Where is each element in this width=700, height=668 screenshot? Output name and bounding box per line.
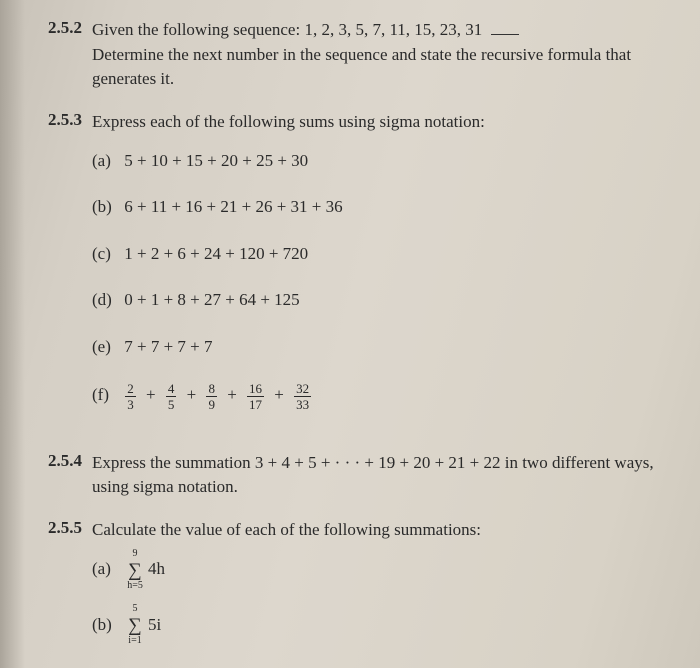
intro-text: Calculate the value of each of the follo…: [92, 520, 481, 539]
sub-list: (a) ∑9h=5 4h (b) ∑5i=1 5i: [92, 557, 670, 640]
plus-sign: +: [187, 385, 197, 404]
sub-item-a: (a) ∑9h=5 4h: [92, 557, 670, 585]
problem-body: Express the summation 3 + 4 + 5 + · · · …: [92, 451, 670, 500]
sub-item-f: (f) 23 + 45 + 89 + 1617 + 3233: [92, 382, 670, 411]
item-label: (e): [92, 335, 120, 360]
item-expr: 5 + 10 + 15 + 20 + 25 + 30: [124, 151, 308, 170]
sub-list: (a) 5 + 10 + 15 + 20 + 25 + 30 (b) 6 + 1…: [92, 149, 670, 411]
problem-number: 2.5.4: [48, 451, 92, 471]
item-label: (f): [92, 383, 120, 408]
blank-line: [491, 34, 519, 35]
item-expr: 1 + 2 + 6 + 24 + 120 + 720: [124, 244, 308, 263]
sigma-expression: ∑5i=1 5i: [128, 612, 161, 640]
item-label: (c): [92, 242, 120, 267]
item-label: (d): [92, 288, 120, 313]
problem-number: 2.5.2: [48, 18, 92, 38]
sigma-symbol: ∑9h=5: [128, 557, 142, 585]
problem-2-5-3: 2.5.3 Express each of the following sums…: [48, 110, 670, 433]
problem-number: 2.5.5: [48, 518, 92, 538]
fraction: 45: [166, 382, 177, 411]
plus-sign: +: [146, 385, 156, 404]
plus-sign: +: [227, 385, 237, 404]
item-expr: 0 + 1 + 8 + 27 + 64 + 125: [124, 290, 299, 309]
sub-item-d: (d) 0 + 1 + 8 + 27 + 64 + 125: [92, 288, 670, 313]
problem-body: Calculate the value of each of the follo…: [92, 518, 670, 662]
problem-body: Given the following sequence: 1, 2, 3, 5…: [92, 18, 670, 92]
item-label: (a): [92, 149, 120, 174]
plus-sign: +: [274, 385, 284, 404]
sub-item-c: (c) 1 + 2 + 6 + 24 + 120 + 720: [92, 242, 670, 267]
instruction-text: Determine the next number in the sequenc…: [92, 45, 631, 89]
problem-2-5-2: 2.5.2 Given the following sequence: 1, 2…: [48, 18, 670, 92]
sub-item-b: (b) 6 + 11 + 16 + 21 + 26 + 31 + 36: [92, 195, 670, 220]
sub-item-b: (b) ∑5i=1 5i: [92, 612, 670, 640]
sigma-term: 4h: [148, 559, 165, 578]
sub-item-a: (a) 5 + 10 + 15 + 20 + 25 + 30: [92, 149, 670, 174]
fraction-sum: 23 + 45 + 89 + 1617 + 3233: [124, 385, 312, 404]
item-expr: 7 + 7 + 7 + 7: [124, 337, 212, 356]
sequence-text: Given the following sequence: 1, 2, 3, 5…: [92, 20, 482, 39]
item-label: (b): [92, 195, 120, 220]
problem-2-5-4: 2.5.4 Express the summation 3 + 4 + 5 + …: [48, 451, 670, 500]
fraction: 89: [206, 382, 217, 411]
sigma-expression: ∑9h=5 4h: [128, 557, 165, 585]
sigma-term: 5i: [148, 615, 161, 634]
fraction: 23: [125, 382, 136, 411]
problem-body: Express each of the following sums using…: [92, 110, 670, 433]
intro-text: Express each of the following sums using…: [92, 112, 485, 131]
item-expr: 6 + 11 + 16 + 21 + 26 + 31 + 36: [124, 197, 342, 216]
problem-2-5-5: 2.5.5 Calculate the value of each of the…: [48, 518, 670, 662]
sub-item-e: (e) 7 + 7 + 7 + 7: [92, 335, 670, 360]
fraction: 3233: [294, 382, 311, 411]
fraction: 1617: [247, 382, 264, 411]
item-label: (b): [92, 613, 120, 638]
problem-number: 2.5.3: [48, 110, 92, 130]
sigma-symbol: ∑5i=1: [128, 612, 142, 640]
item-label: (a): [92, 557, 120, 582]
